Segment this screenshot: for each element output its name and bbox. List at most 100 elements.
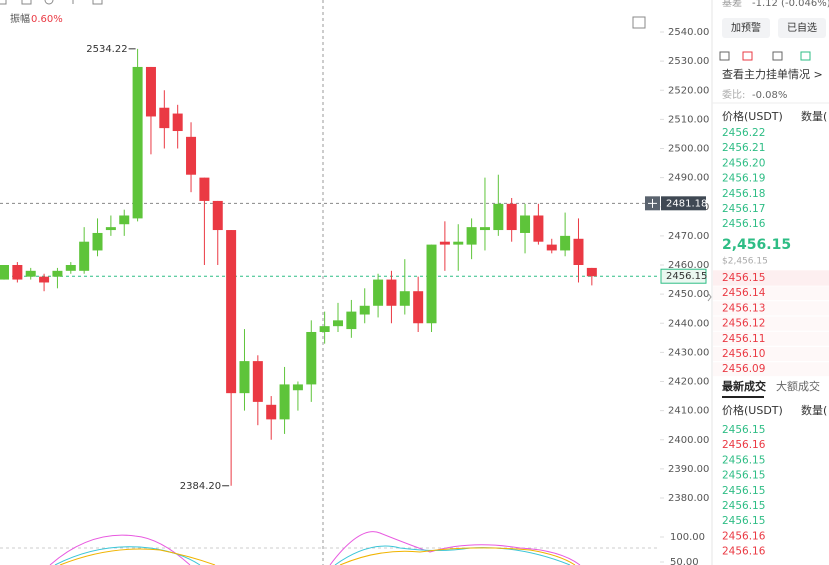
bid-depth-bar [713,347,829,361]
trade-price: 2456.15 [722,485,765,497]
button-label[interactable]: 加预警 [731,21,761,34]
trade-price: 2456.16 [722,439,766,451]
candle-body [506,203,517,231]
candle-body [359,305,370,315]
y-tick-label: 2430.00 [668,347,709,358]
mid-price: 2,456.15 [722,237,791,253]
column-header: 价格(USDT) [722,403,783,417]
button[interactable] [778,18,826,38]
candle-body [159,107,170,129]
candle-body [212,200,223,231]
y-tick-label: 2390.00 [668,464,709,475]
ask-price: 2456.16 [722,218,766,230]
basis-label: 基差 [722,0,742,9]
candle-body [439,241,450,245]
candle-body [333,320,343,327]
candle-body [0,265,9,280]
depth-link[interactable]: 查看主力挂单情况 > [722,67,823,81]
candle-body [533,215,544,242]
candle-body [79,241,90,271]
indicator-line [54,545,571,565]
crosshair-plus [648,198,657,208]
candle-body [466,227,477,245]
ask-price: 2456.21 [722,142,765,154]
ask-price: 2456.20 [722,157,765,169]
candle-body [132,66,143,219]
y-tick-label: 2380.00 [668,493,709,504]
y-tick-label: 2420.00 [668,377,709,388]
tab[interactable]: 大额成交 [776,379,820,393]
mid-price-usd: $2,456.15 [722,257,768,267]
y-tick-label: 2510.00 [668,114,709,125]
ask-price: 2456.17 [722,203,765,215]
indicator-tick-label: 100.00 [670,532,705,543]
y-tick-label: 2490.00 [668,173,709,184]
y-tick-label: 2530.00 [668,56,709,67]
y-tick-label: 2410.00 [668,406,709,417]
bid-depth-bar [713,331,829,346]
candle-body [346,311,357,330]
trade-price: 2456.16 [722,546,766,558]
candle-body [520,215,531,233]
bid-depth-bar [713,286,829,301]
basis-value: -1.12 (-0.046%) [752,0,829,9]
trade-price: 2456.15 [722,424,765,436]
toolbar-icons [0,0,646,29]
trade-price: 2456.15 [722,515,765,527]
candle-body [92,232,103,251]
candle-body [413,291,424,324]
bid-price: 2456.14 [722,287,766,299]
y-tick-label: 2450.00 [668,289,709,300]
trade-price: 2456.15 [722,470,765,482]
bid-depth-bar [713,316,829,331]
ask-price: 2456.19 [722,173,765,185]
candle-body [65,265,76,271]
candle-body [399,291,410,306]
indicator-line [49,531,581,565]
candle-body [52,270,63,277]
y-tick-label: 2540.00 [668,27,709,38]
bid-price: 2456.11 [722,333,765,345]
amplitude-label: 振幅 [10,12,30,25]
candle-body [546,244,557,251]
candle-body [172,113,183,132]
collapse-arrow[interactable] [707,292,712,302]
trade-price: 2456.16 [722,530,766,542]
bid-price: 2456.09 [722,363,765,375]
candle-body [25,270,36,277]
tab[interactable]: 最新成交 [722,379,766,393]
candle-body [186,136,197,175]
ratio-label: 委比: [722,88,745,101]
column-header: 数量( [801,110,827,123]
y-tick-label: 2470.00 [668,231,709,242]
amplitude-value: 0.60% [31,14,63,25]
candle-body [145,66,156,117]
candle-body [586,267,597,277]
candle-body [373,279,384,306]
ratio-value: -0.08% [752,90,787,101]
y-tick-label: 2400.00 [668,435,709,446]
candle-body [199,177,210,201]
candle-body [252,361,263,402]
trade-price: 2456.15 [722,500,765,512]
button[interactable] [722,18,770,38]
candle-body [226,230,237,394]
bid-depth-bar [713,362,829,377]
ask-price: 2456.18 [722,188,765,200]
candle-body [479,227,490,231]
button-label[interactable]: 已自选 [787,21,817,34]
candle-body [560,235,571,251]
column-header: 价格(USDT) [722,109,783,123]
candle-body [453,241,464,245]
crosshair-label-box [661,196,706,211]
annotation-label: 2534.22 [86,44,127,55]
candle-body [292,384,303,391]
bid-price: 2456.13 [722,302,765,314]
bid-price: 2456.12 [722,318,765,330]
candle-body [319,326,330,332]
candle-body [39,276,50,283]
y-tick-label: 2440.00 [668,318,709,329]
candle-body [279,384,290,420]
